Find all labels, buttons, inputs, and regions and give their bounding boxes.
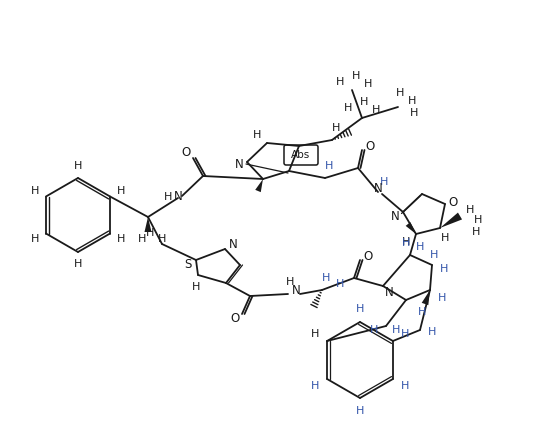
Text: H: H bbox=[356, 406, 364, 416]
Text: O: O bbox=[230, 313, 240, 325]
Text: N: N bbox=[173, 190, 182, 204]
Text: H: H bbox=[380, 177, 388, 187]
Text: H: H bbox=[336, 77, 344, 87]
Text: N: N bbox=[229, 238, 237, 250]
Text: N: N bbox=[292, 283, 300, 296]
Text: H: H bbox=[472, 227, 480, 237]
Text: H: H bbox=[360, 97, 368, 107]
Text: O: O bbox=[182, 146, 191, 158]
Text: H: H bbox=[364, 79, 372, 89]
Text: N: N bbox=[235, 158, 243, 172]
Text: O: O bbox=[363, 250, 373, 262]
Text: H: H bbox=[430, 250, 438, 260]
Text: H: H bbox=[322, 273, 330, 283]
Text: H: H bbox=[474, 215, 482, 225]
Polygon shape bbox=[405, 222, 416, 234]
Text: H: H bbox=[325, 161, 333, 171]
Text: H: H bbox=[332, 123, 340, 133]
Polygon shape bbox=[145, 217, 152, 232]
Text: S: S bbox=[184, 257, 192, 271]
Text: H: H bbox=[440, 264, 448, 274]
Text: H: H bbox=[286, 277, 294, 287]
Text: H: H bbox=[370, 325, 378, 335]
Text: H: H bbox=[192, 282, 200, 292]
Text: H: H bbox=[117, 234, 125, 245]
Text: H: H bbox=[401, 381, 409, 391]
Text: H: H bbox=[396, 88, 404, 98]
Text: H: H bbox=[401, 329, 409, 339]
Text: H: H bbox=[74, 259, 82, 269]
Text: H: H bbox=[418, 307, 426, 317]
Text: H: H bbox=[74, 161, 82, 171]
Text: H: H bbox=[352, 71, 360, 81]
Text: H: H bbox=[408, 96, 416, 106]
Text: N: N bbox=[391, 210, 399, 222]
Text: H: H bbox=[344, 103, 352, 113]
Text: H: H bbox=[416, 242, 424, 252]
Text: H: H bbox=[138, 234, 146, 244]
Text: O: O bbox=[448, 196, 457, 208]
Polygon shape bbox=[422, 290, 430, 305]
Text: H: H bbox=[410, 108, 418, 118]
Text: H: H bbox=[466, 205, 474, 215]
Text: H: H bbox=[253, 130, 261, 140]
Text: H: H bbox=[164, 192, 172, 202]
Text: Abs: Abs bbox=[292, 150, 311, 160]
Polygon shape bbox=[440, 213, 462, 228]
Text: H: H bbox=[31, 234, 39, 245]
Text: H: H bbox=[428, 327, 436, 337]
Text: H: H bbox=[402, 237, 410, 247]
Text: H: H bbox=[372, 105, 380, 115]
Text: H: H bbox=[441, 233, 449, 243]
Text: H: H bbox=[117, 185, 125, 196]
FancyBboxPatch shape bbox=[284, 145, 318, 165]
Text: H: H bbox=[146, 228, 154, 238]
Text: H: H bbox=[31, 185, 39, 196]
Text: H: H bbox=[311, 329, 319, 339]
Text: H: H bbox=[438, 293, 446, 303]
Text: H: H bbox=[311, 381, 319, 391]
Polygon shape bbox=[255, 179, 263, 192]
Text: H: H bbox=[336, 279, 344, 289]
Text: N: N bbox=[385, 285, 393, 299]
Text: H: H bbox=[158, 234, 166, 244]
Text: N: N bbox=[373, 181, 382, 195]
Text: H: H bbox=[356, 304, 364, 314]
Text: H: H bbox=[392, 325, 400, 335]
Text: O: O bbox=[365, 139, 375, 153]
Text: H: H bbox=[402, 238, 410, 248]
